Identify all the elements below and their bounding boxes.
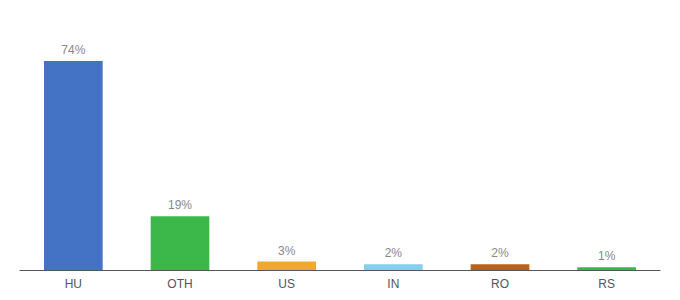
- svg-text:1%: 1%: [598, 249, 616, 263]
- svg-text:74%: 74%: [61, 43, 85, 57]
- svg-text:19%: 19%: [168, 198, 192, 212]
- svg-text:RO: RO: [491, 277, 509, 291]
- svg-text:IN: IN: [387, 277, 399, 291]
- svg-text:RS: RS: [598, 277, 615, 291]
- svg-text:HU: HU: [65, 277, 82, 291]
- svg-text:3%: 3%: [278, 244, 296, 258]
- svg-text:OTH: OTH: [167, 277, 192, 291]
- svg-text:US: US: [278, 277, 295, 291]
- svg-text:2%: 2%: [385, 246, 403, 260]
- svg-text:2%: 2%: [491, 246, 509, 260]
